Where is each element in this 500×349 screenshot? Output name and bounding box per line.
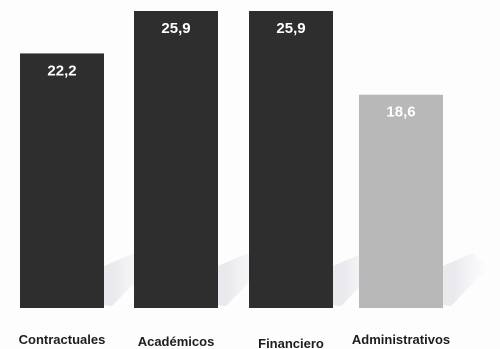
bars-group (20, 11, 443, 309)
bar-academicos (134, 11, 218, 308)
category-tick-label: Administrativos (352, 332, 450, 347)
category-tick-label: Académicos (138, 334, 215, 349)
bar-administrativos (359, 94, 443, 309)
bar-value-label: 22,2 (47, 62, 76, 79)
category-tick-label: Financiero (258, 336, 324, 349)
value-labels-group: 22,2 25,9 25,9 18,6 (47, 20, 415, 121)
bar-contractuales (20, 53, 104, 308)
bar-value-label: 18,6 (386, 104, 415, 121)
bar-financiero (249, 11, 333, 308)
category-tick-label: Contractuales (19, 332, 106, 347)
bar-value-label: 25,9 (161, 20, 190, 37)
category-labels-group: Contractuales Académicos Financiero Adminis… (19, 332, 450, 349)
bar-value-label: 25,9 (276, 20, 305, 37)
